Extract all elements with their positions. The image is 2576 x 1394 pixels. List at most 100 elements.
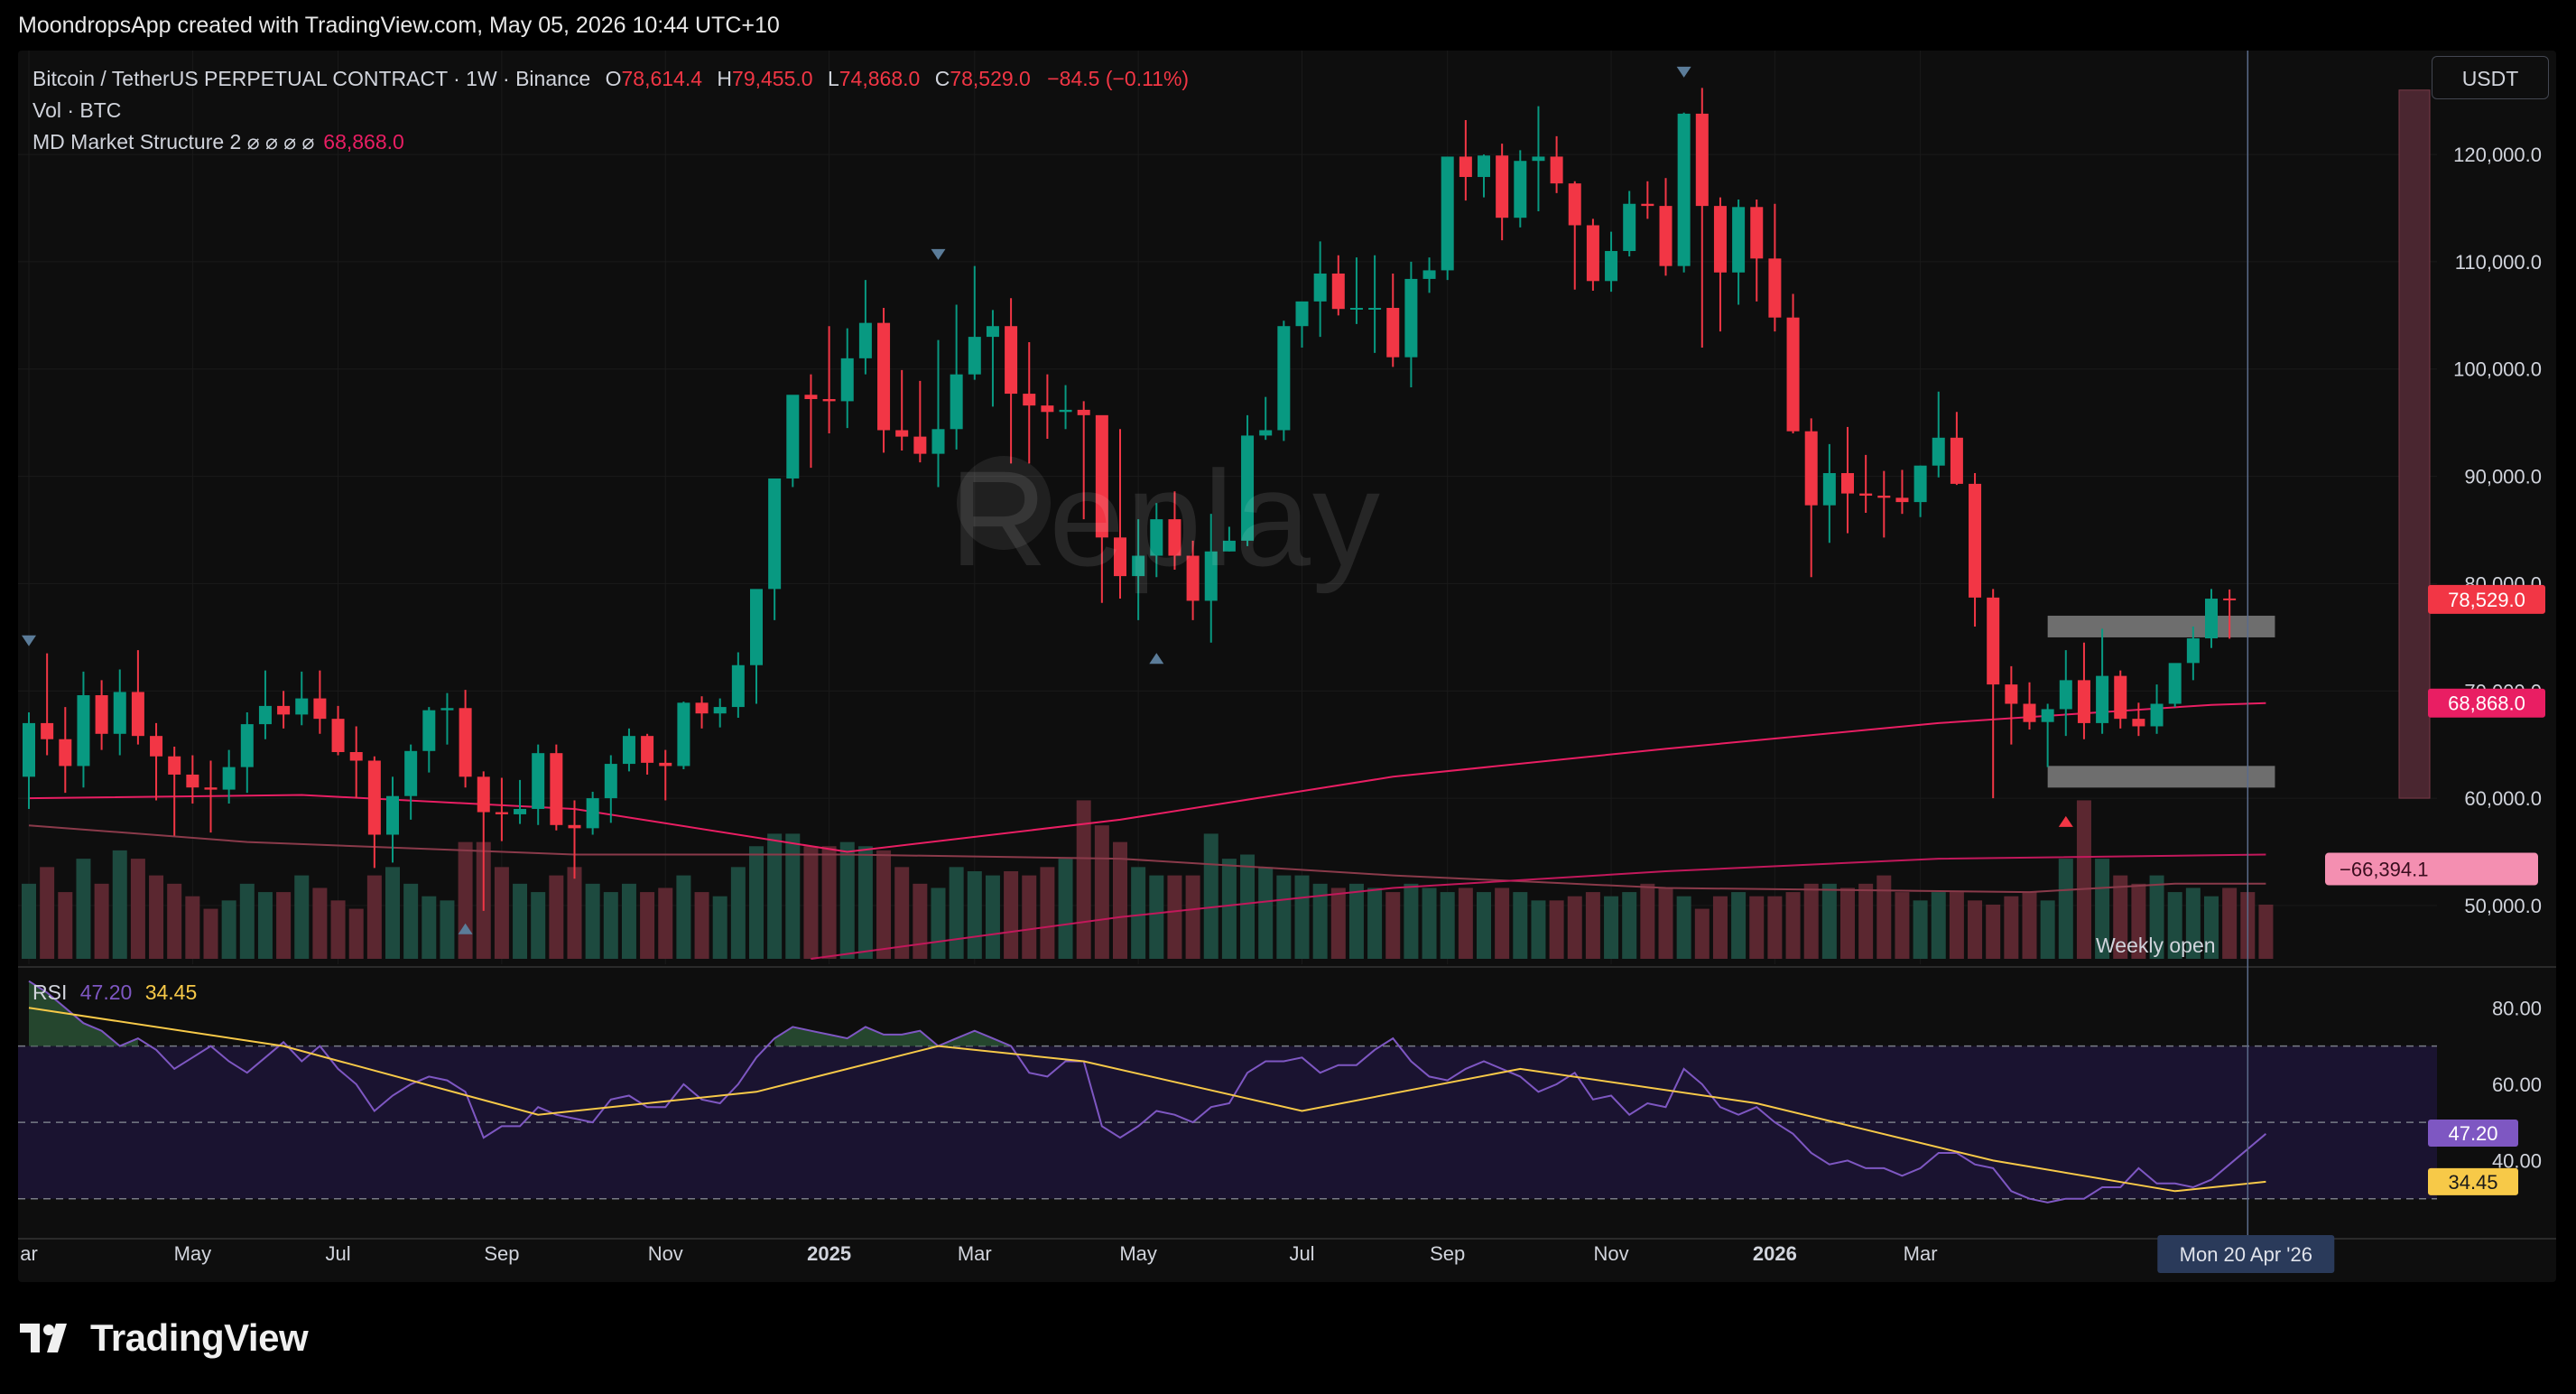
candle-body: [1186, 555, 1200, 601]
volume-bar: [603, 892, 618, 959]
candle-body: [150, 736, 163, 757]
rsi-name[interactable]: RSI: [32, 980, 68, 1004]
volume-bar: [1785, 892, 1801, 959]
candle: [23, 712, 35, 809]
candle: [2096, 628, 2109, 734]
structure-zone: [2047, 615, 2275, 637]
candle: [495, 777, 508, 841]
candle: [295, 671, 309, 726]
price-tick-label: 120,000.0: [2453, 144, 2542, 166]
volume-bar: [1185, 875, 1200, 959]
candle-body: [2186, 638, 2200, 664]
volume-bar: [1440, 892, 1455, 959]
candle: [41, 653, 54, 756]
candle-body: [1677, 113, 1691, 266]
candle: [731, 652, 745, 718]
candle: [514, 779, 527, 824]
brand[interactable]: TradingView: [20, 1316, 309, 1360]
volume-bar: [2058, 859, 2073, 959]
rsi-tick-label: 60.00: [2492, 1073, 2542, 1096]
candle-body: [2023, 703, 2036, 722]
volume-bar: [2022, 892, 2037, 959]
candle: [1987, 589, 2000, 799]
candle: [95, 680, 108, 750]
candle-body: [1150, 519, 1163, 556]
currency-button[interactable]: USDT: [2432, 56, 2549, 99]
volume-bar: [658, 888, 673, 959]
volume-bar: [167, 883, 182, 959]
candle-body: [641, 736, 654, 763]
candle-body: [23, 722, 35, 777]
volume-bar: [1367, 888, 1383, 959]
volume-bar: [1422, 888, 1437, 959]
candle: [1204, 514, 1218, 643]
candle-body: [1913, 465, 1927, 503]
candle-body: [95, 695, 108, 734]
rsi-label-badge: [2428, 1119, 2518, 1147]
candle: [2023, 682, 2036, 730]
volume-legend[interactable]: Vol · BTC: [32, 98, 122, 122]
candle: [1404, 261, 1418, 387]
candle-body: [1695, 113, 1709, 207]
candle: [695, 696, 709, 729]
candle: [1478, 154, 1490, 198]
volume-bar: [1348, 883, 1364, 959]
candle-body: [1969, 483, 1982, 598]
volume-bar: [1149, 875, 1164, 959]
candle: [131, 650, 144, 745]
candle: [2150, 684, 2164, 734]
candle-body: [222, 767, 236, 790]
candle: [186, 755, 199, 804]
candle: [1605, 231, 1618, 293]
candle: [1713, 197, 1727, 332]
rsi-label-badge: [2428, 1167, 2518, 1195]
candle-body: [1277, 326, 1291, 431]
candle: [1349, 257, 1363, 324]
volume-bar: [931, 888, 946, 959]
volume-bar: [839, 841, 855, 959]
volume-bar: [76, 859, 91, 959]
rsi-ma-value: 34.45: [144, 980, 198, 1004]
volume-bar: [785, 833, 801, 959]
price-tick-label: 50,000.0: [2464, 895, 2542, 917]
volume-bar: [2204, 896, 2219, 959]
candle: [1095, 414, 1108, 603]
candle-body: [2168, 663, 2182, 704]
candle: [1786, 293, 1800, 434]
volume-bar: [640, 892, 655, 959]
pivot-low-marker: [458, 923, 473, 934]
candle: [150, 722, 163, 801]
open-value: 78,614.4: [621, 67, 703, 90]
price-tick-label: 100,000.0: [2453, 358, 2542, 381]
candle: [1077, 401, 1090, 520]
time-tick-label: Jul: [325, 1242, 350, 1265]
candle-body: [713, 707, 727, 714]
volume-bar: [567, 867, 582, 959]
candle: [568, 800, 581, 879]
volume-bar: [913, 883, 928, 959]
volume-bar: [1986, 904, 2001, 959]
candle-body: [1623, 203, 1636, 252]
candle: [422, 707, 436, 773]
snapshot-caption: MoondropsApp created with TradingView.co…: [18, 13, 780, 38]
candle-body: [1532, 156, 1545, 162]
chart-canvas[interactable]: 50,000.060,000.070,000.080,000.090,000.0…: [18, 51, 2556, 1282]
symbol-title[interactable]: Bitcoin / TetherUS PERPETUAL CONTRACT · …: [32, 67, 591, 90]
price-label-badge: [2428, 584, 2545, 614]
chart-frame[interactable]: 50,000.060,000.070,000.080,000.090,000.0…: [18, 51, 2556, 1282]
volume-bar: [312, 888, 328, 959]
time-tick-label: 2025: [807, 1242, 851, 1265]
candle: [2205, 589, 2218, 648]
volume-bar: [712, 896, 727, 959]
time-tick-label: ar: [20, 1242, 38, 1265]
volume-bar: [40, 867, 55, 959]
volume-bar: [1258, 867, 1274, 959]
volume-bar: [2131, 883, 2146, 959]
candle-body: [186, 774, 199, 788]
candle: [2168, 663, 2182, 708]
candle-body: [1950, 437, 1963, 484]
volume-bar: [1549, 900, 1564, 959]
candle: [168, 747, 181, 836]
indicator-name[interactable]: MD Market Structure 2 ⌀ ⌀ ⌀ ⌀: [32, 130, 315, 153]
candle: [367, 756, 381, 869]
